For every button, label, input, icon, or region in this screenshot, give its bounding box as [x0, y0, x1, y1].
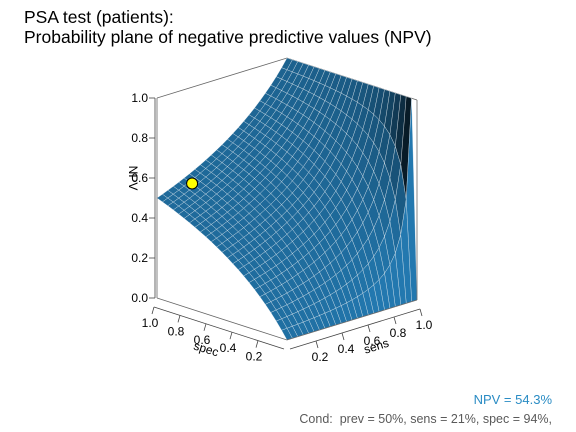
z-tick-label: 1.0 — [131, 91, 148, 105]
spec-tick-label: 0.6 — [194, 333, 211, 347]
sens-tick — [315, 340, 319, 349]
z-axis-title: NPV — [126, 166, 140, 191]
chart-title-line1: PSA test (patients): — [24, 7, 174, 27]
spec-axis-title: spec — [192, 339, 220, 360]
sens-tick-label: 0.2 — [312, 350, 329, 364]
z-tick-label: 0.8 — [131, 131, 148, 145]
z-tick-label: 0.6 — [131, 171, 148, 185]
spec-tick — [177, 315, 181, 323]
sens-tick — [393, 316, 397, 325]
spec-tick — [229, 332, 233, 340]
spec-tick-label: 0.4 — [220, 341, 237, 355]
spec-tick — [255, 340, 259, 348]
chart-title-line2: Probability plane of negative predictive… — [24, 27, 432, 47]
sens-tick — [367, 324, 371, 333]
sens-tick — [419, 308, 423, 317]
z-tick-label: 0.2 — [131, 251, 148, 265]
npv-value-label: NPV = 54.3% — [473, 392, 552, 407]
spec-tick-label: 0.8 — [168, 324, 185, 338]
spec-axis-line — [153, 306, 285, 350]
spec-tick — [203, 323, 207, 331]
sens-tick-label: 0.8 — [390, 326, 407, 340]
spec-tick-label: 1.0 — [142, 316, 159, 330]
sens-axis-line — [289, 308, 421, 350]
z-tick-label: 0.4 — [131, 211, 148, 225]
sens-tick — [341, 332, 345, 341]
spec-tick — [151, 306, 155, 315]
box-base-edge — [156, 297, 418, 341]
npv-point-marker — [186, 177, 199, 190]
spec-tick-label: 0.2 — [246, 350, 263, 364]
condition-label: Cond: prev = 50%, sens = 21%, spec = 94%… — [299, 412, 552, 426]
sens-tick-label: 0.4 — [338, 342, 355, 356]
sens-tick-label: 1.0 — [416, 318, 433, 332]
z-tick-label: 0.0 — [131, 291, 148, 305]
sens-tick-label: 0.6 — [364, 334, 381, 348]
